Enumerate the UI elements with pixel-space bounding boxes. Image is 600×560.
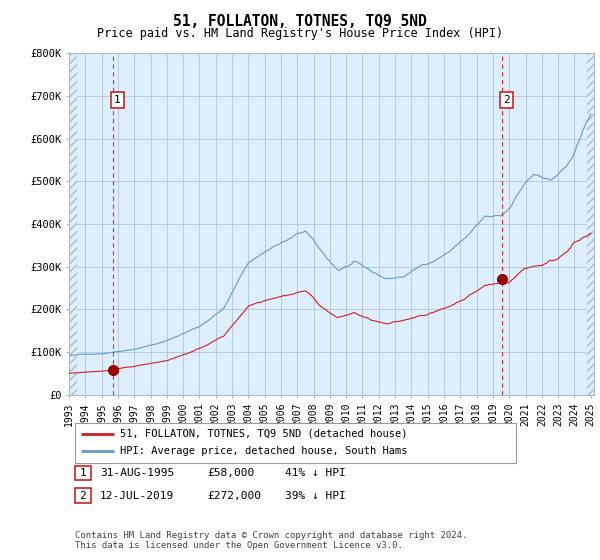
Text: 31-AUG-1995: 31-AUG-1995: [100, 468, 175, 478]
Text: 41% ↓ HPI: 41% ↓ HPI: [285, 468, 346, 478]
Text: Price paid vs. HM Land Registry's House Price Index (HPI): Price paid vs. HM Land Registry's House …: [97, 27, 503, 40]
Text: 51, FOLLATON, TOTNES, TQ9 5ND (detached house): 51, FOLLATON, TOTNES, TQ9 5ND (detached …: [120, 429, 407, 439]
Text: 2: 2: [503, 95, 510, 105]
Text: £272,000: £272,000: [207, 491, 261, 501]
Text: 39% ↓ HPI: 39% ↓ HPI: [285, 491, 346, 501]
Bar: [69, 53, 77, 395]
Bar: [587, 53, 594, 395]
Text: Contains HM Land Registry data © Crown copyright and database right 2024.
This d: Contains HM Land Registry data © Crown c…: [75, 531, 467, 550]
Text: 1: 1: [79, 468, 86, 478]
Text: 12-JUL-2019: 12-JUL-2019: [100, 491, 175, 501]
Text: 2: 2: [79, 491, 86, 501]
Text: HPI: Average price, detached house, South Hams: HPI: Average price, detached house, Sout…: [120, 446, 407, 456]
Text: 1: 1: [114, 95, 121, 105]
Text: 51, FOLLATON, TOTNES, TQ9 5ND: 51, FOLLATON, TOTNES, TQ9 5ND: [173, 14, 427, 29]
Text: £58,000: £58,000: [207, 468, 254, 478]
